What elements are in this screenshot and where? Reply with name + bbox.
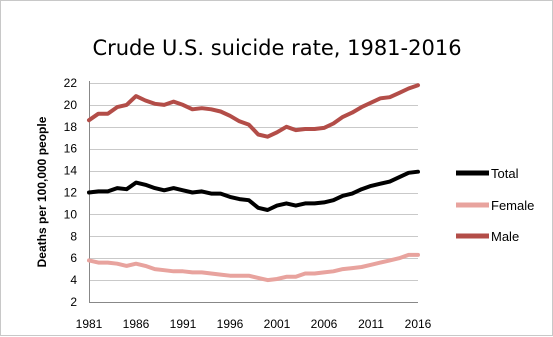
- legend-label-female: Female: [491, 198, 534, 213]
- y-tick-label: 16: [64, 142, 78, 156]
- y-tick-label: 6: [70, 251, 77, 265]
- y-axis-ticks: 2 4 6 8 10 12 14 16 18 20 22: [64, 76, 78, 309]
- x-axis-ticks: 1981 1986 1991 1996 2001 2006 2011 2016: [76, 317, 432, 331]
- legend-label-total: Total: [491, 166, 519, 181]
- x-tick-label: 1996: [217, 317, 244, 331]
- legend-label-male: Male: [491, 229, 519, 244]
- series-lines: [87, 83, 420, 283]
- x-tick-label: 2016: [405, 317, 432, 331]
- gridlines: [89, 83, 418, 281]
- series-line-female: [87, 252, 420, 283]
- x-tick-label: 1981: [76, 317, 103, 331]
- legend: Total Female Male: [456, 166, 534, 244]
- y-tick-label: 10: [64, 207, 78, 221]
- y-tick-label: 20: [64, 98, 78, 112]
- chart-title: Crude U.S. suicide rate, 1981-2016: [92, 36, 461, 60]
- x-tick-label: 1991: [170, 317, 197, 331]
- x-tick-label: 2011: [358, 317, 384, 331]
- y-tick-label: 12: [64, 186, 78, 200]
- y-tick-label: 18: [64, 120, 78, 134]
- x-tick-label: 1986: [123, 317, 150, 331]
- series-line-total: [87, 169, 420, 212]
- y-tick-label: 14: [64, 164, 78, 178]
- x-tick-label: 2001: [264, 317, 291, 331]
- y-tick-label: 8: [70, 229, 77, 243]
- x-tick-label: 2006: [311, 317, 338, 331]
- y-tick-label: 2: [70, 295, 77, 309]
- series-line-male: [87, 83, 420, 139]
- y-tick-label: 22: [64, 76, 78, 90]
- y-tick-label: 4: [70, 273, 77, 287]
- y-axis-label: Deaths per 100,000 people: [35, 116, 49, 267]
